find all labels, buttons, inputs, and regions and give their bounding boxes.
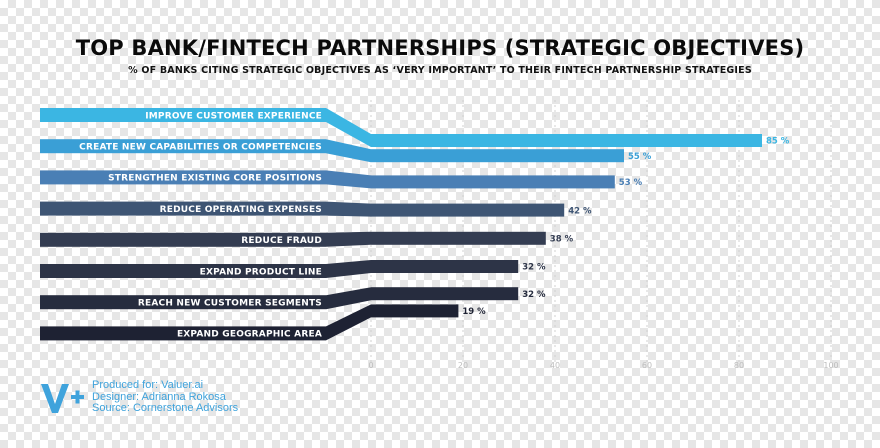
category-band (40, 170, 326, 185)
produced-for-text: Produced for: Valuer.ai (92, 379, 204, 391)
x-tick-label: 0 (368, 361, 373, 370)
bar-connector (326, 201, 371, 217)
value-label: 53 % (619, 178, 643, 188)
bar (371, 231, 546, 245)
category-label: REACH NEW CUSTOMER SEGMENTS (138, 299, 322, 309)
bar-connector (326, 139, 371, 163)
value-label: 32 % (522, 290, 546, 300)
bar (371, 175, 615, 189)
value-label: 19 % (462, 307, 486, 317)
x-tick-label: 20 (458, 361, 468, 370)
chart-subtitle: % OF BANKS CITING STRATEGIC OBJECTIVES A… (128, 65, 752, 76)
value-label: 55 % (628, 152, 652, 162)
category-label: REDUCE OPERATING EXPENSES (160, 205, 322, 215)
value-label: 42 % (568, 206, 592, 216)
bar (371, 304, 459, 318)
chart-title: TOP BANK/FINTECH PARTNERSHIPS (STRATEGIC… (75, 36, 805, 60)
x-tick-label: 40 (550, 361, 560, 370)
bar (371, 260, 519, 273)
bar-connector (326, 231, 371, 247)
designer-text: Designer: Adrianna Rokosa (92, 390, 226, 403)
category-band (40, 326, 326, 341)
category-band (40, 264, 326, 278)
category-label: STRENGTHEN EXISTING CORE POSITIONS (108, 174, 322, 184)
value-label: 32 % (522, 263, 546, 273)
bar-connector (326, 287, 371, 310)
category-band (40, 295, 326, 310)
category-label: IMPROVE CUSTOMER EXPERIENCE (145, 111, 322, 121)
value-label: 85 % (766, 137, 790, 147)
x-tick-label: 100 (823, 361, 838, 370)
category-label: CREATE NEW CAPABILITIES OR COMPETENCIES (79, 143, 322, 153)
bar (371, 134, 762, 147)
x-tick-label: 60 (642, 361, 652, 370)
bar (371, 287, 519, 301)
category-band (40, 108, 326, 122)
category-band (40, 232, 326, 247)
category-label: EXPAND PRODUCT LINE (200, 267, 322, 277)
valuer-logo (41, 384, 84, 413)
category-label: REDUCE FRAUD (241, 236, 322, 246)
bar-connector (326, 108, 371, 147)
category-band (40, 139, 326, 154)
category-label: EXPAND GEOGRAPHIC AREA (177, 330, 322, 340)
bar-connector (326, 260, 371, 278)
x-tick-label: 80 (734, 361, 744, 370)
source-text: Source: Cornerstone Advisors (92, 402, 239, 414)
category-band (40, 201, 326, 216)
value-label: 38 % (550, 235, 574, 245)
bar-connector (326, 304, 371, 341)
bar-connector (326, 170, 371, 189)
bar (371, 149, 624, 163)
bar (371, 203, 565, 217)
